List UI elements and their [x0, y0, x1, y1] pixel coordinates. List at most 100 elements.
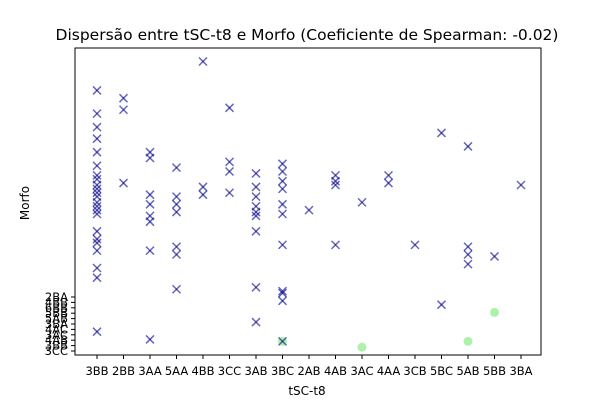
cross-stroke: [92, 170, 102, 180]
cross-point: [92, 170, 102, 180]
cross-stroke: [92, 327, 102, 337]
cross-point: [463, 141, 473, 151]
cross-point: [92, 238, 102, 248]
cross-stroke: [118, 105, 129, 115]
cross-point: [383, 170, 394, 180]
cross-point: [118, 105, 129, 115]
cross-point: [92, 192, 102, 202]
cross-point: [92, 188, 102, 198]
cross-point: [92, 147, 102, 157]
cross-point: [357, 197, 367, 207]
cross-stroke: [251, 282, 261, 292]
cross-stroke: [92, 205, 102, 215]
chart-title: Dispersão entre tSC-t8 e Morfo (Coeficie…: [56, 26, 559, 44]
cross-point: [516, 180, 526, 190]
x-axis: 3BB 2BB 3AA 5AA 4BB 3CC 3AB 3BC 2AB 4AB 3AC 4AA 3CB 5…: [85, 355, 533, 378]
circle-point: [357, 342, 367, 352]
cross-point: [251, 168, 261, 178]
y-tick-label: 4AC: [45, 322, 68, 336]
cross-point: [145, 334, 155, 344]
x-axis-title: tSC-t8: [288, 384, 325, 398]
cross-stroke: [383, 178, 394, 188]
cross-point: [277, 286, 288, 296]
cross-point: [145, 246, 155, 256]
cross-point: [277, 296, 288, 306]
cross-point: [277, 159, 288, 169]
cross-point: [198, 56, 208, 67]
y-tick-label: 5AB: [45, 312, 68, 326]
cross-point: [118, 178, 129, 188]
cross-point: [277, 336, 288, 346]
cross-point: [92, 205, 102, 215]
cross-stroke: [145, 334, 155, 344]
data-points: [92, 56, 526, 352]
x-tick-label: 5BB: [483, 364, 506, 378]
cross-stroke: [171, 192, 182, 202]
cross-point: [251, 226, 261, 236]
cross-stroke: [198, 190, 208, 200]
cross-stroke: [251, 226, 261, 236]
cross-stroke: [224, 166, 235, 177]
cross-point: [145, 199, 155, 209]
cross-stroke: [92, 147, 102, 157]
cross-point: [277, 184, 288, 194]
cross-point: [410, 240, 420, 250]
x-tick-label: 4AB: [324, 364, 347, 378]
y-tick-label: 5BB: [45, 306, 68, 320]
cross-stroke: [489, 251, 500, 261]
cross-stroke: [304, 205, 314, 215]
cross-point: [92, 134, 102, 144]
cross-stroke: [436, 128, 447, 138]
cross-stroke: [277, 159, 288, 169]
cross-point: [92, 122, 102, 132]
cross-stroke: [118, 178, 129, 188]
x-tick-label: 3CB: [403, 364, 426, 378]
cross-stroke: [251, 201, 261, 211]
cross-stroke: [251, 192, 261, 202]
cross-point: [92, 209, 102, 219]
cross-stroke: [251, 211, 261, 221]
y-axis-title: Morfo: [18, 186, 32, 220]
cross-stroke: [463, 249, 473, 260]
cross-stroke: [224, 188, 235, 198]
cross-point: [304, 205, 314, 215]
cross-point: [171, 199, 182, 209]
cross-stroke: [251, 182, 261, 192]
x-tick-label: 4AA: [377, 364, 401, 378]
cross-stroke: [171, 207, 182, 217]
y-tick-label: 2BA: [45, 290, 68, 304]
cross-point: [436, 300, 447, 310]
cross-stroke: [145, 211, 155, 221]
cross-point: [463, 242, 473, 252]
cross-point: [224, 188, 235, 198]
cross-point: [463, 249, 473, 260]
y-tick-label: 3BB: [45, 339, 68, 353]
cross-stroke: [92, 161, 102, 171]
x-tick-label: 4BB: [191, 364, 214, 378]
cross-point: [277, 199, 288, 209]
cross-point: [92, 184, 102, 194]
y-tick-label: 4AB: [45, 333, 68, 347]
cross-point: [171, 249, 182, 260]
cross-point: [330, 170, 341, 180]
cross-stroke: [463, 141, 473, 151]
circle-point: [463, 336, 473, 346]
cross-stroke: [198, 56, 208, 67]
cross-stroke: [330, 170, 341, 180]
cross-stroke: [92, 201, 102, 211]
cross-point: [251, 182, 261, 192]
cross-stroke: [118, 93, 129, 103]
cross-stroke: [92, 134, 102, 144]
cross-stroke: [92, 188, 102, 198]
cross-stroke: [92, 234, 102, 244]
circle-point: [490, 307, 499, 317]
cross-point: [145, 211, 155, 221]
cross-point: [198, 190, 208, 200]
x-tick-label: 2AB: [297, 364, 320, 378]
cross-point: [224, 166, 235, 177]
cross-point: [118, 93, 129, 103]
cross-stroke: [277, 286, 288, 296]
cross-stroke: [357, 197, 367, 207]
